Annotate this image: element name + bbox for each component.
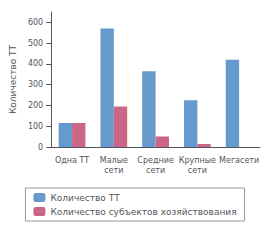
svg-text:300: 300 [28,80,43,89]
svg-text:600: 600 [28,18,43,27]
svg-text:200: 200 [28,101,43,110]
svg-text:сети: сети [104,166,123,175]
svg-text:500: 500 [28,39,43,48]
svg-text:Малые: Малые [100,156,128,165]
svg-text:Количество субъектов хозяйство: Количество субъектов хозяйствования [50,207,236,217]
svg-text:400: 400 [28,59,43,68]
svg-text:сети: сети [188,166,207,175]
svg-text:сети: сети [146,166,165,175]
svg-text:Количество ТТ: Количество ТТ [8,44,18,114]
svg-text:Крупные: Крупные [179,156,216,165]
svg-text:0: 0 [38,143,43,152]
svg-text:100: 100 [28,122,43,131]
svg-text:Мегасети: Мегасети [219,156,259,165]
svg-text:Количество ТТ: Количество ТТ [50,193,120,203]
svg-text:Средние: Средние [137,156,174,165]
svg-text:Одна ТТ: Одна ТТ [55,156,89,165]
